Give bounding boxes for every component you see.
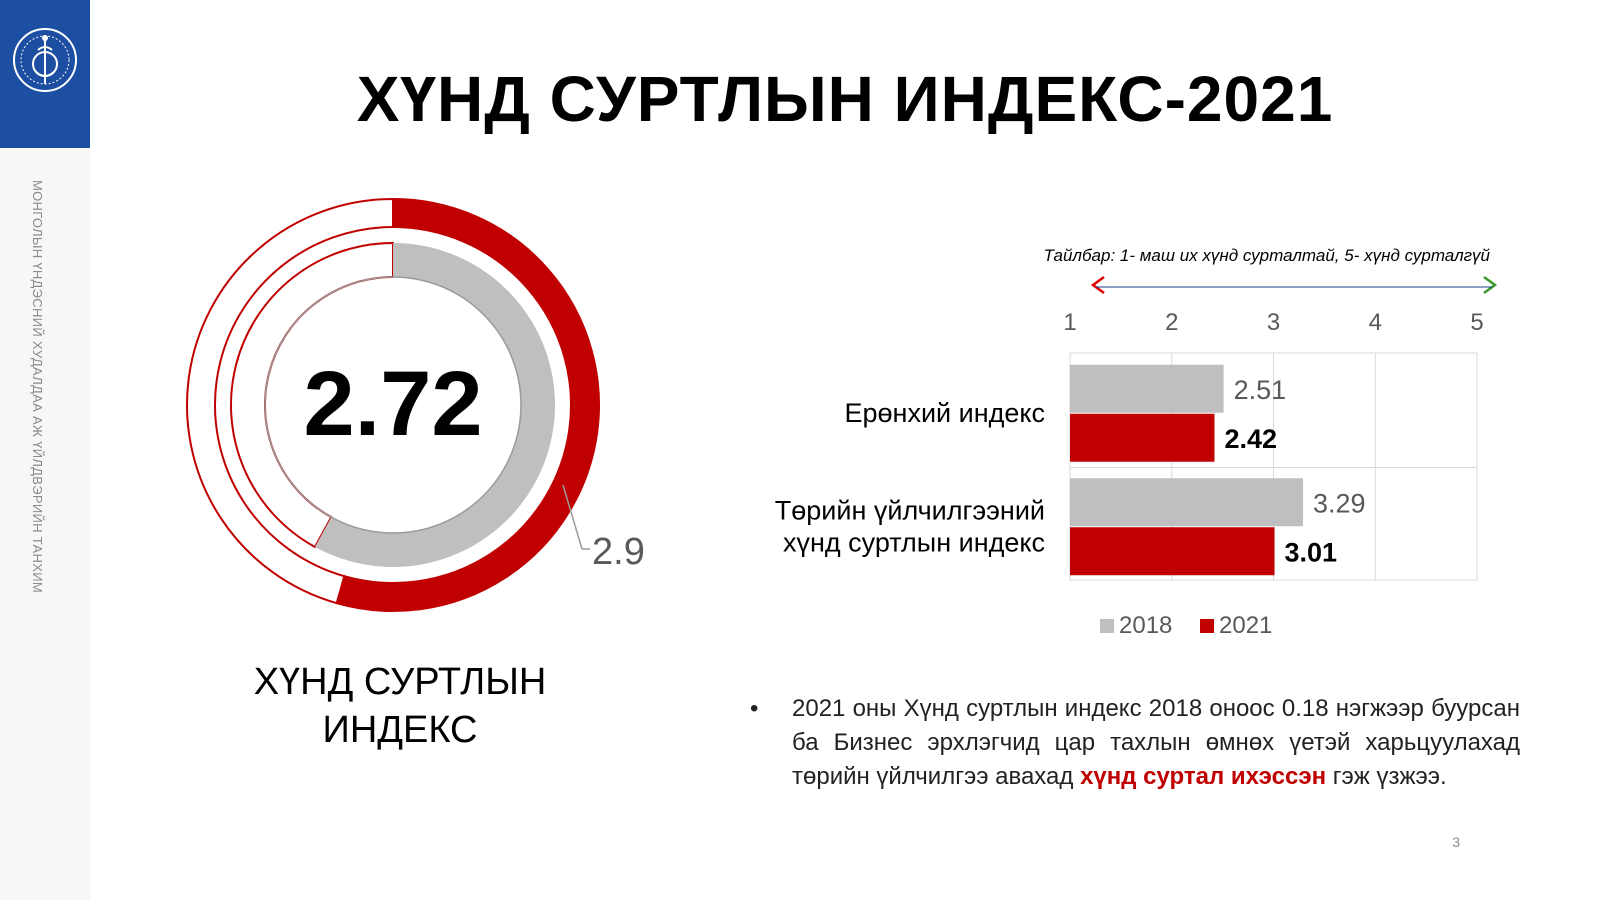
donut-inner-outline [264,276,522,534]
slide-title: ХҮНД СУРТЛЫН ИНДЕКС-2021 [356,63,1334,135]
logo-box [0,0,90,148]
bar-chart: 1 2 3 4 5 2.51 2.42 3.29 3.01 Ерөнхий индекс Төр… [775,309,1484,639]
data-label-2018-0: 2.51 [1234,375,1287,405]
tick-label: 3 [1267,309,1280,336]
data-label-2021-1: 3.01 [1285,537,1338,567]
data-label-2021-0: 2.42 [1224,424,1277,454]
category-label-0-0: Ерөнхий индекс [845,398,1046,428]
summary-bullet: • 2021 оны Хүнд суртлын индекс 2018 оноо… [750,692,1520,794]
legend-label-2021: 2021 [1219,612,1272,639]
donut-caption-line1: ХҮНД СУРТЛЫН [253,661,547,703]
donut-layer [186,197,600,612]
bar-2018-0 [1070,364,1224,413]
donut-center-value: 2.72 [303,353,482,455]
donut-chart: 2.72 2.9 [186,197,645,612]
donut-2018-label: 2.9 [592,531,645,573]
donut-outer-value-2021 [335,197,600,612]
gradient-double-arrow-icon [1090,275,1498,295]
bar-ticks: 1 2 3 4 5 [1063,309,1483,336]
organization-name: МОНГОЛЫН ҮНДЭСНИЙ ХУДАЛДАА АЖ ҮЙЛДВЭРИЙН… [30,180,45,593]
sidebar: МОНГОЛЫН ҮНДЭСНИЙ ХУДАЛДАА АЖ ҮЙЛДВЭРИЙН… [0,0,90,900]
legend-label-2018: 2018 [1119,612,1172,639]
tick-label: 1 [1063,309,1076,336]
tick-label: 2 [1165,309,1178,336]
bar-2018-1 [1070,478,1304,527]
bullet-text-after: гэж үзжээ. [1326,763,1447,790]
bar-bars: 2.51 2.42 3.29 3.01 [1070,364,1366,576]
bar-legend: 2018 2021 [1100,612,1272,639]
tick-label: 4 [1369,309,1382,336]
page-number: 3 [1452,834,1460,850]
legend-swatch-2021 [1200,619,1214,633]
category-label-1-0: Төрийн үйлчилгээний [775,495,1045,525]
legend-swatch-2018 [1100,619,1114,633]
bullet-dot: • [750,695,759,722]
bullet-text-highlight: хүнд суртал ихэссэн [1080,763,1327,790]
bullet-text-before: 2021 оны Хүнд суртлын индекс 2018 оноос … [792,695,1520,790]
donut-caption-line2: ИНДЕКС [322,709,478,751]
data-label-2018-1: 3.29 [1313,488,1366,518]
donut-caption: ХҮНД СУРТЛЫН ИНДЕКС [180,658,620,754]
bar-2021-0 [1070,413,1215,462]
donut-leader-line [562,484,583,550]
bullet-text: 2021 оны Хүнд суртлын индекс 2018 оноос … [792,692,1520,794]
bar-2021-1 [1070,527,1275,576]
chamber-emblem-icon [13,28,77,92]
donut-inner-value-2018 [314,243,555,567]
tick-label: 5 [1470,309,1483,336]
scale-note: Тайлбар: 1- маш их хүнд сурталтай, 5- хү… [1043,246,1490,265]
category-label-1-1: хүнд суртлын индекс [783,527,1045,557]
